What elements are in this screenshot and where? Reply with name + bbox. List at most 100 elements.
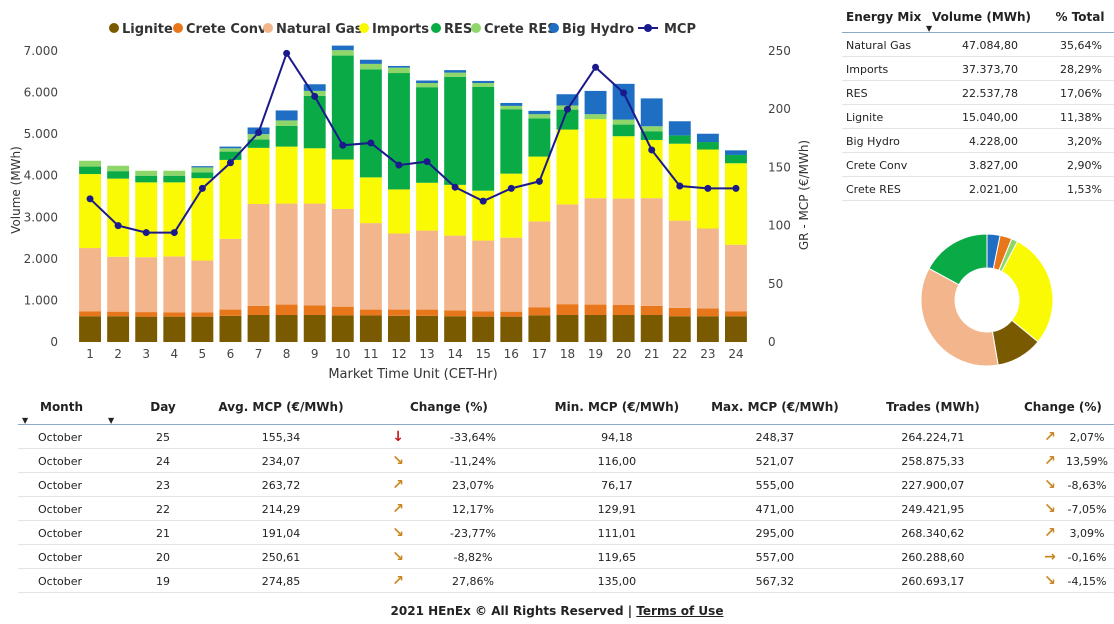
bar-lignite-19[interactable] [584, 314, 607, 342]
mcp-point-12[interactable] [395, 161, 403, 169]
bar-res-22[interactable] [668, 135, 691, 144]
bar-crete-res-17[interactable] [528, 114, 551, 119]
bar-natural-gas-12[interactable] [388, 233, 410, 310]
bar-lignite-23[interactable] [696, 316, 719, 342]
legend-label[interactable]: Imports [372, 22, 429, 37]
mcp-point-3[interactable] [142, 229, 150, 237]
bar-big-hydro-24[interactable] [725, 150, 747, 155]
bar-crete-res-3[interactable] [135, 170, 158, 176]
bar-res-1[interactable] [79, 166, 101, 175]
bar-natural-gas-15[interactable] [472, 240, 495, 312]
bar-crete-conv-23[interactable] [696, 308, 719, 317]
bar-crete-res-16[interactable] [500, 105, 523, 110]
header-month[interactable]: Month [18, 396, 124, 425]
donut-slice-imports[interactable] [1001, 240, 1054, 343]
bar-crete-conv-22[interactable] [668, 307, 691, 317]
mix-header-volume[interactable]: Volume (MWh) [928, 6, 1046, 33]
mcp-point-16[interactable] [507, 184, 515, 192]
mix-row[interactable]: Natural Gas 47.084,80 35,64% [842, 32, 1114, 57]
mix-row[interactable]: Crete RES 2.021,00 1,53% [842, 176, 1114, 201]
bar-natural-gas-3[interactable] [135, 257, 158, 313]
bar-crete-conv-20[interactable] [612, 305, 635, 315]
day-sort-icon[interactable]: ▼ [108, 416, 115, 425]
bar-lignite-22[interactable] [668, 316, 691, 342]
bar-big-hydro-15[interactable] [472, 80, 495, 84]
bar-lignite-5[interactable] [191, 316, 214, 342]
bar-big-hydro-17[interactable] [528, 110, 551, 115]
bar-res-12[interactable] [388, 73, 410, 190]
bar-lignite-18[interactable] [556, 314, 579, 342]
mcp-point-6[interactable] [226, 159, 234, 167]
bar-crete-res-21[interactable] [640, 126, 663, 132]
bar-natural-gas-1[interactable] [79, 248, 101, 312]
bar-natural-gas-24[interactable] [725, 244, 747, 312]
mcp-point-17[interactable] [535, 177, 543, 185]
mcp-point-5[interactable] [198, 184, 206, 192]
bar-lignite-15[interactable] [472, 316, 495, 342]
bar-crete-conv-19[interactable] [584, 304, 607, 315]
legend-label[interactable]: Lignite [122, 22, 173, 37]
bar-crete-conv-17[interactable] [528, 307, 551, 316]
bar-crete-res-14[interactable] [444, 72, 467, 77]
bar-crete-res-13[interactable] [416, 83, 438, 88]
bar-natural-gas-21[interactable] [640, 198, 663, 306]
bar-crete-conv-9[interactable] [303, 305, 326, 315]
mcp-point-24[interactable] [732, 184, 740, 192]
bar-lignite-12[interactable] [388, 315, 410, 342]
bar-crete-res-12[interactable] [388, 67, 410, 74]
legend-label[interactable]: RES [444, 22, 472, 37]
bar-crete-conv-15[interactable] [472, 311, 495, 317]
daily-row[interactable]: October 19 274,85 ↗ 27,86% 135,00 567,32 260.69… [18, 568, 1114, 593]
header-change-trades[interactable]: Change (%) [1011, 396, 1114, 425]
bar-imports-4[interactable] [163, 182, 186, 257]
mcp-point-13[interactable] [423, 158, 431, 166]
bar-lignite-10[interactable] [331, 315, 354, 342]
bar-imports-20[interactable] [612, 136, 635, 199]
header-min-mcp[interactable]: Min. MCP (€/MWh) [537, 396, 696, 425]
bar-imports-8[interactable] [275, 146, 298, 204]
legend-label[interactable]: Crete Conv [186, 22, 267, 37]
bar-imports-9[interactable] [303, 148, 326, 204]
bar-imports-16[interactable] [500, 173, 523, 238]
bar-big-hydro-11[interactable] [359, 59, 382, 64]
bar-natural-gas-9[interactable] [303, 203, 326, 306]
mcp-point-21[interactable] [648, 146, 656, 154]
bar-crete-conv-16[interactable] [500, 311, 523, 317]
daily-row[interactable]: October 20 250,61 ↘ -8,82% 119,65 557,00 260.28… [18, 544, 1114, 569]
bar-natural-gas-18[interactable] [556, 204, 579, 305]
mix-row[interactable]: Lignite 15.040,00 11,38% [842, 104, 1114, 129]
bar-lignite-21[interactable] [640, 314, 663, 342]
legend-label[interactable]: Natural Gas [276, 22, 363, 37]
bar-natural-gas-5[interactable] [191, 260, 214, 313]
bar-natural-gas-17[interactable] [528, 221, 551, 308]
donut-slice-res[interactable] [928, 233, 988, 286]
bar-crete-conv-6[interactable] [219, 309, 242, 316]
bar-crete-res-15[interactable] [472, 83, 495, 87]
bar-crete-res-4[interactable] [163, 170, 186, 176]
bar-res-15[interactable] [472, 86, 495, 191]
header-max-mcp[interactable]: Max. MCP (€/MWh) [695, 396, 854, 425]
bar-res-3[interactable] [135, 175, 158, 183]
mcp-point-10[interactable] [339, 141, 347, 149]
bar-imports-2[interactable] [107, 178, 130, 257]
bar-lignite-17[interactable] [528, 315, 551, 342]
mcp-point-1[interactable] [86, 195, 94, 203]
bar-crete-res-1[interactable] [79, 160, 101, 167]
bar-lignite-1[interactable] [79, 316, 101, 342]
bar-crete-res-5[interactable] [191, 167, 214, 173]
bar-crete-conv-13[interactable] [416, 309, 438, 316]
bar-res-10[interactable] [331, 55, 354, 160]
mcp-point-2[interactable] [114, 222, 122, 230]
bar-big-hydro-16[interactable] [500, 102, 523, 106]
bar-crete-res-19[interactable] [584, 114, 607, 120]
daily-row[interactable]: October 25 155,34 ↓ -33,64% 94,18 248,37 264.22… [18, 424, 1114, 449]
bar-crete-res-6[interactable] [219, 148, 242, 152]
bar-crete-res-2[interactable] [107, 165, 130, 172]
legend-label[interactable]: Crete RES [484, 22, 557, 37]
bar-imports-3[interactable] [135, 182, 158, 258]
header-trades[interactable]: Trades (MWh) [853, 396, 1012, 425]
bar-crete-res-7[interactable] [247, 134, 270, 140]
bar-imports-14[interactable] [444, 184, 467, 236]
bar-crete-conv-14[interactable] [444, 310, 467, 317]
mcp-point-9[interactable] [311, 92, 319, 100]
